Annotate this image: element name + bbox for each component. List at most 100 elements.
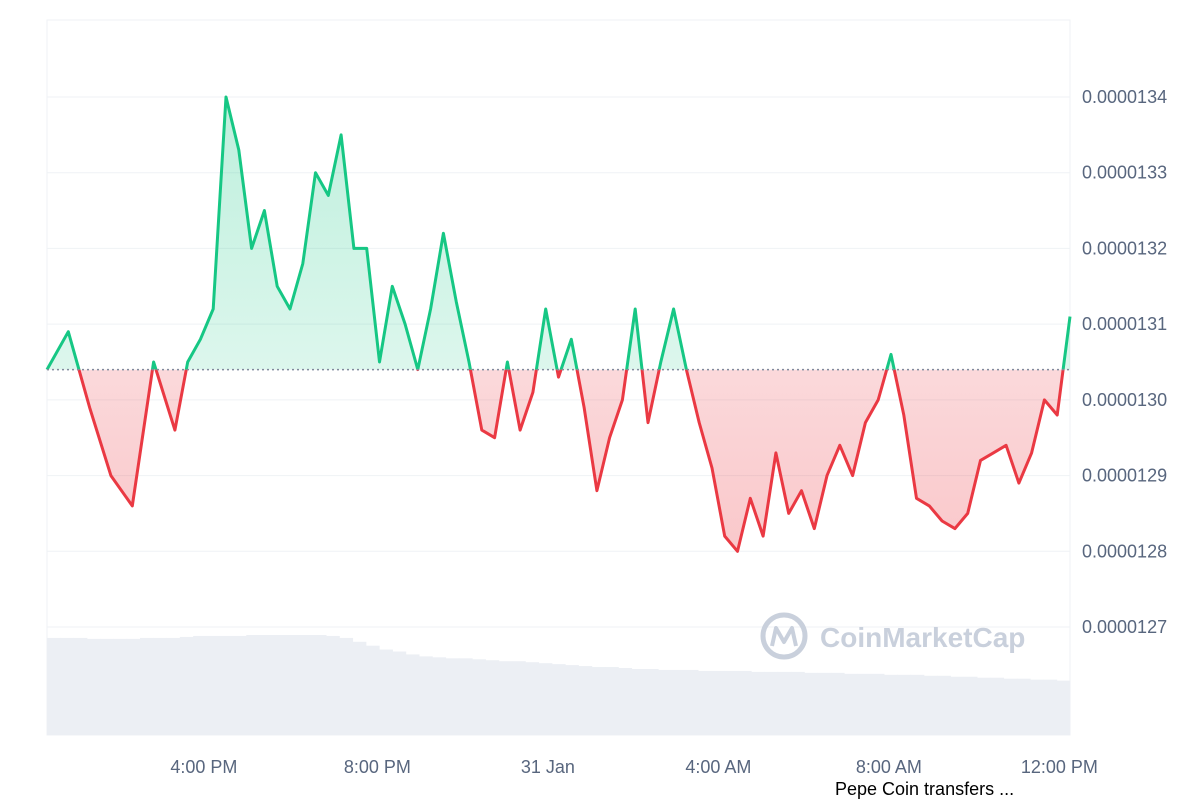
y-tick-label: 0.0000127 — [1082, 617, 1167, 637]
volume-bar — [791, 671, 805, 735]
coinmarketcap-logo-mark-icon — [770, 626, 798, 647]
volume-bars — [47, 635, 1071, 735]
volume-bar — [392, 651, 407, 735]
y-tick-label: 0.0000128 — [1082, 541, 1167, 561]
watermark-text: CoinMarketCap — [820, 622, 1025, 653]
volume-bar — [379, 649, 393, 735]
x-tick-label: 8:00 PM — [344, 757, 411, 777]
volume-bar — [140, 637, 154, 735]
volume-bar — [272, 635, 287, 735]
volume-bar — [671, 669, 686, 735]
volume-bar — [1056, 680, 1071, 735]
y-tick-label: 0.0000134 — [1082, 87, 1167, 107]
volume-bar — [219, 635, 234, 735]
volume-bar — [591, 667, 606, 735]
price-area — [47, 97, 1070, 552]
y-tick-label: 0.0000130 — [1082, 390, 1167, 410]
area-above-baseline — [47, 97, 1070, 370]
volume-bar — [233, 635, 247, 735]
volume-bar — [365, 645, 380, 735]
volume-bar — [711, 670, 726, 735]
volume-bar — [658, 669, 672, 735]
volume-bar — [910, 674, 925, 735]
x-tick-label: 8:00 AM — [856, 757, 922, 777]
volume-bar — [100, 638, 114, 735]
volume-bar — [724, 670, 739, 735]
y-axis-ticks: 0.0000134 0.0000133 0.0000132 0.0000131 0.00… — [1082, 87, 1167, 637]
volume-bar — [47, 637, 61, 735]
volume-bar — [352, 641, 367, 735]
volume-bar — [605, 667, 619, 735]
volume-bar — [206, 635, 221, 735]
volume-bar — [153, 637, 168, 735]
volume-bar — [844, 673, 858, 735]
coinmarketcap-logo-icon — [760, 612, 808, 660]
volume-bar — [312, 635, 327, 735]
y-tick-label: 0.0000133 — [1082, 163, 1167, 183]
volume-bar — [698, 670, 712, 735]
volume-bar — [578, 666, 593, 735]
volume-bar — [166, 637, 181, 735]
volume-bar — [950, 676, 965, 735]
volume-bar — [817, 672, 832, 735]
volume-bar — [937, 675, 951, 735]
volume-bar — [472, 659, 486, 735]
volume-bar — [538, 663, 553, 735]
volume-bar — [764, 671, 779, 735]
volume-bar — [1043, 679, 1058, 735]
volume-bar — [286, 635, 300, 735]
volume-bar — [126, 638, 141, 735]
volume-bar — [1016, 678, 1031, 735]
volume-bar — [1003, 678, 1018, 735]
volume-bar — [326, 635, 340, 735]
volume-bar — [432, 657, 447, 735]
volume-bar — [73, 637, 88, 735]
volume-bar — [445, 658, 460, 735]
caption-text: Pepe Coin transfers ... — [835, 779, 1014, 799]
volume-bar — [644, 668, 659, 735]
price-line — [45, 95, 1072, 553]
volume-bar — [551, 664, 566, 735]
volume-bar — [884, 674, 898, 735]
volume-bar — [977, 677, 991, 735]
volume-bar — [751, 671, 765, 735]
volume-bar — [113, 638, 128, 735]
x-tick-label: 31 Jan — [521, 757, 575, 777]
volume-bar — [193, 635, 207, 735]
volume-bar — [830, 672, 845, 735]
x-axis-ticks: 4:00 PM 8:00 PM 31 Jan 4:00 AM 8:00 AM 12:00 … — [170, 757, 1098, 777]
area-below-baseline — [47, 369, 1070, 552]
volume-bar — [565, 665, 579, 735]
volume-bar — [512, 661, 526, 735]
volume-bar — [458, 658, 473, 735]
volume-bar — [777, 671, 792, 735]
volume-bar — [86, 638, 101, 735]
volume-bar — [923, 675, 938, 735]
y-tick-label: 0.0000132 — [1082, 238, 1167, 258]
volume-bar — [498, 661, 513, 735]
volume-bar — [737, 670, 752, 735]
volume-bar — [897, 674, 912, 735]
volume-bar — [339, 637, 354, 735]
y-tick-label: 0.0000129 — [1082, 466, 1167, 486]
volume-bar — [990, 677, 1005, 735]
x-tick-label: 4:00 PM — [170, 757, 237, 777]
volume-bar — [631, 668, 646, 735]
coinmarketcap-watermark: CoinMarketCap — [760, 612, 1025, 660]
volume-bar — [419, 656, 433, 735]
volume-bar — [246, 635, 261, 735]
volume-bar — [618, 668, 633, 735]
volume-bar — [60, 637, 75, 735]
volume-bar — [870, 673, 885, 735]
y-tick-label: 0.0000131 — [1082, 314, 1167, 334]
x-tick-label: 12:00 PM — [1021, 757, 1098, 777]
x-tick-label: 4:00 AM — [685, 757, 751, 777]
volume-bar — [1030, 679, 1044, 735]
volume-bar — [804, 672, 819, 735]
volume-bar — [525, 662, 540, 735]
volume-bar — [299, 635, 314, 735]
price-line-down — [46, 369, 1065, 553]
volume-bar — [179, 636, 194, 735]
